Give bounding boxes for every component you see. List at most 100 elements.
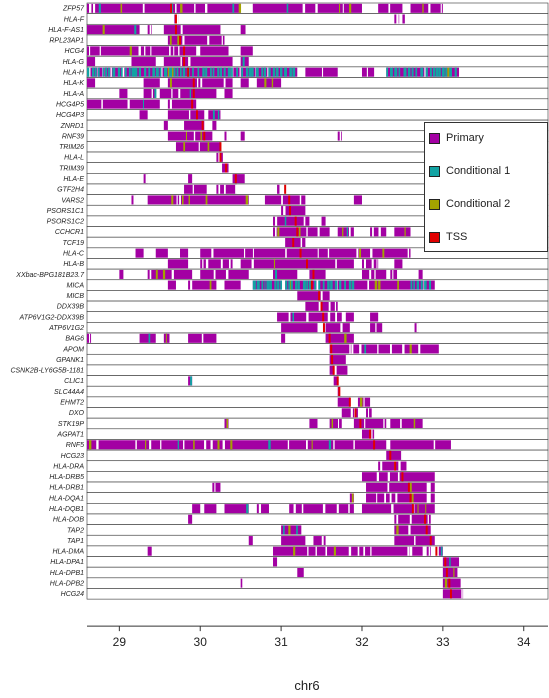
band-stripe <box>251 259 254 269</box>
band-primary <box>281 536 306 546</box>
tss-mark <box>359 418 362 428</box>
band-conditional1 <box>212 67 215 77</box>
band-stripe <box>173 46 175 56</box>
band-conditional1 <box>117 67 121 77</box>
band-conditional1 <box>330 280 333 290</box>
band-stripe <box>417 504 419 514</box>
band-stripe <box>363 259 366 269</box>
band-stripe <box>316 280 319 290</box>
band-primary <box>200 248 411 258</box>
band-conditional1 <box>429 67 432 77</box>
band-stripe <box>188 57 191 67</box>
band-stripe <box>220 259 223 269</box>
band-stripe <box>232 3 235 13</box>
gene-label: TRIM39 <box>59 165 84 172</box>
band-stripe <box>222 440 225 450</box>
band-stripe <box>228 259 231 269</box>
gene-row <box>86 588 549 600</box>
tss-mark <box>191 99 194 109</box>
band-stripe <box>371 429 373 439</box>
band-primary <box>361 504 435 514</box>
band-stripe <box>217 440 220 450</box>
band-stripe <box>200 78 203 88</box>
band-stripe <box>183 440 185 450</box>
band-conditional1 <box>205 67 208 77</box>
band-primary <box>240 46 253 56</box>
band-primary <box>281 206 306 216</box>
band-stripe <box>296 525 298 535</box>
band-primary <box>353 418 387 428</box>
band-primary <box>159 88 217 99</box>
band-primary <box>329 365 348 375</box>
band-stripe <box>192 184 194 194</box>
band-primary <box>297 291 330 301</box>
band-primary <box>240 578 243 588</box>
band-stripe <box>453 567 455 578</box>
band-stripe <box>169 78 172 88</box>
band-primary <box>167 259 189 269</box>
band-stripe <box>387 472 390 482</box>
gene-label: HLA-G <box>63 59 85 66</box>
tss-mark <box>394 461 397 471</box>
tss-mark <box>435 546 438 556</box>
band-stripe <box>179 195 181 205</box>
band-conditional1 <box>182 67 186 77</box>
band-stripe <box>317 227 320 237</box>
band-stripe <box>169 35 172 45</box>
band-stripe <box>300 237 303 248</box>
band-stripe <box>395 493 398 503</box>
band-conditional1 <box>164 67 168 77</box>
gene-label: APOM <box>62 346 84 353</box>
band-stripe <box>185 131 187 141</box>
tss-mark <box>187 67 190 77</box>
band-primary <box>184 184 207 194</box>
band-stripe <box>372 227 374 237</box>
band-stripe <box>338 418 340 428</box>
band-stripe <box>440 546 443 556</box>
gene-row <box>86 577 549 589</box>
band-stripe <box>371 259 374 269</box>
band-stripe <box>273 259 276 269</box>
band-stripe <box>176 14 179 24</box>
band-conditional1 <box>105 67 108 77</box>
gene-label: HCG4 <box>65 48 85 55</box>
band-primary <box>167 35 225 45</box>
band-primary <box>87 46 197 56</box>
band-stripe <box>424 67 426 77</box>
gene-row <box>86 449 549 462</box>
band-primary <box>390 440 451 450</box>
band-stripe <box>221 35 223 45</box>
band-conditional1 <box>94 67 97 77</box>
tss-mark <box>424 514 427 524</box>
band-stripe <box>396 525 399 535</box>
band-primary <box>442 589 464 599</box>
band-stripe <box>433 440 436 450</box>
band-stripe <box>145 174 148 184</box>
band-conditional1 <box>135 67 138 77</box>
band-stripe <box>214 482 216 492</box>
band-conditional1 <box>403 67 407 77</box>
band-stripe <box>387 482 390 492</box>
band-primary <box>370 312 379 322</box>
band-conditional1 <box>269 280 272 290</box>
gene-label: HLA-F <box>64 16 85 23</box>
gene-label: HCG24 <box>61 591 84 598</box>
band-primary <box>386 450 403 460</box>
band-stripe <box>402 344 405 354</box>
band-stripe <box>133 195 136 205</box>
gene-label: TCF19 <box>63 240 85 247</box>
band-stripe <box>213 269 216 279</box>
gene-label: EHMT2 <box>60 400 84 407</box>
band-stripe <box>285 248 287 258</box>
tss-mark <box>369 429 372 439</box>
band-primary <box>430 493 435 503</box>
gene-row <box>86 513 549 525</box>
band-conditional1 <box>454 67 457 77</box>
legend-item: TSS <box>429 230 467 244</box>
band-conditional1 <box>173 67 176 77</box>
band-stripe <box>288 312 291 322</box>
band-stripe <box>99 46 101 56</box>
gene-row <box>86 353 549 366</box>
band-primary <box>273 546 423 556</box>
band-primary <box>378 3 403 13</box>
